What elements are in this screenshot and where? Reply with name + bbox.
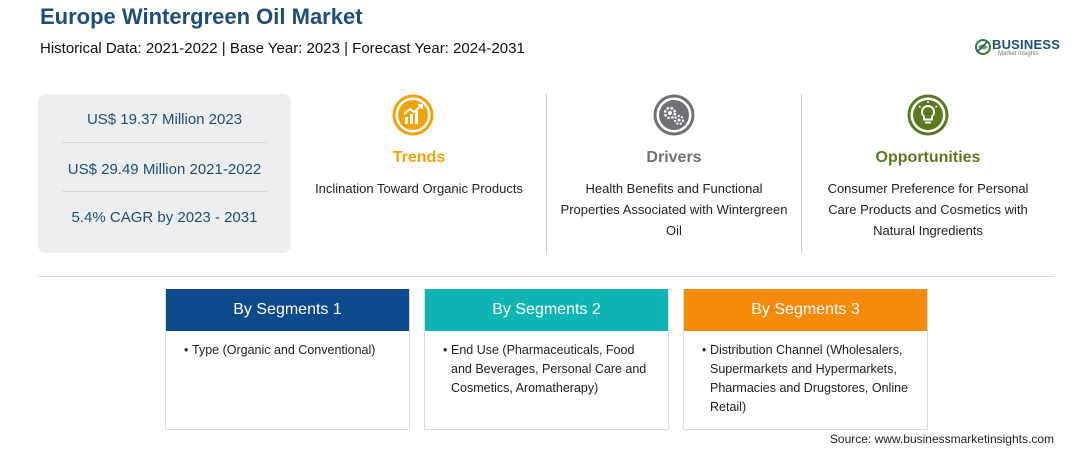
opportunities-column: Opportunities Consumer Preference for Pe…: [812, 94, 1044, 254]
segment-2-body: • End Use (Pharmaceuticals, Food and Bev…: [425, 331, 668, 398]
segment-card-2: By Segments 2 • End Use (Pharmaceuticals…: [424, 289, 669, 430]
lightbulb-icon: [907, 94, 949, 136]
stat-divider: [62, 191, 267, 192]
gears-icon: [653, 94, 695, 136]
chart-growth-icon: [392, 94, 434, 136]
stat-market-historical: US$ 29.49 Million 2021-2022: [67, 161, 262, 178]
stat-cagr: 5.4% CAGR by 2023 - 2031: [71, 209, 258, 226]
trends-text: Inclination Toward Organic Products: [315, 181, 523, 196]
column-divider: [801, 94, 802, 254]
segment-3-text: Distribution Channel (Wholesalers, Super…: [710, 343, 909, 414]
page-subtitle: Historical Data: 2021-2022 | Base Year: …: [40, 40, 525, 57]
source-note: Source: www.businessmarketinsights.com: [829, 432, 1054, 446]
bullet-icon: •: [702, 343, 707, 357]
logo-sub-text: Market Insights: [998, 51, 1039, 57]
stat-market-2023: US$ 19.37 Million 2023: [86, 111, 243, 128]
bullet-icon: •: [184, 343, 189, 357]
segment-3-body: • Distribution Channel (Wholesalers, Sup…: [684, 331, 927, 417]
bullet-icon: •: [443, 343, 448, 357]
logo-brand-text: BUSINESS: [992, 37, 1061, 52]
trends-title: Trends: [392, 149, 446, 166]
opportunities-title: Opportunities: [875, 149, 981, 166]
section-divider: [38, 276, 1054, 277]
segment-card-3: By Segments 3 • Distribution Channel (Wh…: [683, 289, 928, 430]
trends-column: Trends Inclination Toward Organic Produc…: [300, 94, 538, 254]
segment-2-header: By Segments 2: [425, 289, 668, 331]
segment-1-body: • Type (Organic and Conventional): [166, 331, 409, 360]
segment-card-1: By Segments 1 • Type (Organic and Conven…: [165, 289, 410, 430]
drivers-column: Drivers Health Benefits and Functional P…: [556, 94, 792, 254]
opportunities-text: Consumer Preference for Personal Care Pr…: [827, 181, 1029, 238]
page-title: Europe Wintergreen Oil Market: [40, 4, 363, 29]
stat-divider: [62, 142, 267, 143]
company-logo: BUSINESS Market Insights: [975, 36, 1065, 60]
logo-globe-icon: [975, 39, 991, 55]
segment-1-text: Type (Organic and Conventional): [192, 343, 376, 357]
segment-2-text: End Use (Pharmaceuticals, Food and Bever…: [451, 343, 647, 395]
column-divider: [546, 94, 547, 254]
stats-panel: US$ 19.37 Million 2023 US$ 29.49 Million…: [38, 94, 291, 253]
segment-1-header: By Segments 1: [166, 289, 409, 331]
drivers-title: Drivers: [646, 149, 702, 166]
drivers-text: Health Benefits and Functional Propertie…: [560, 181, 788, 238]
segment-3-header: By Segments 3: [684, 289, 927, 331]
